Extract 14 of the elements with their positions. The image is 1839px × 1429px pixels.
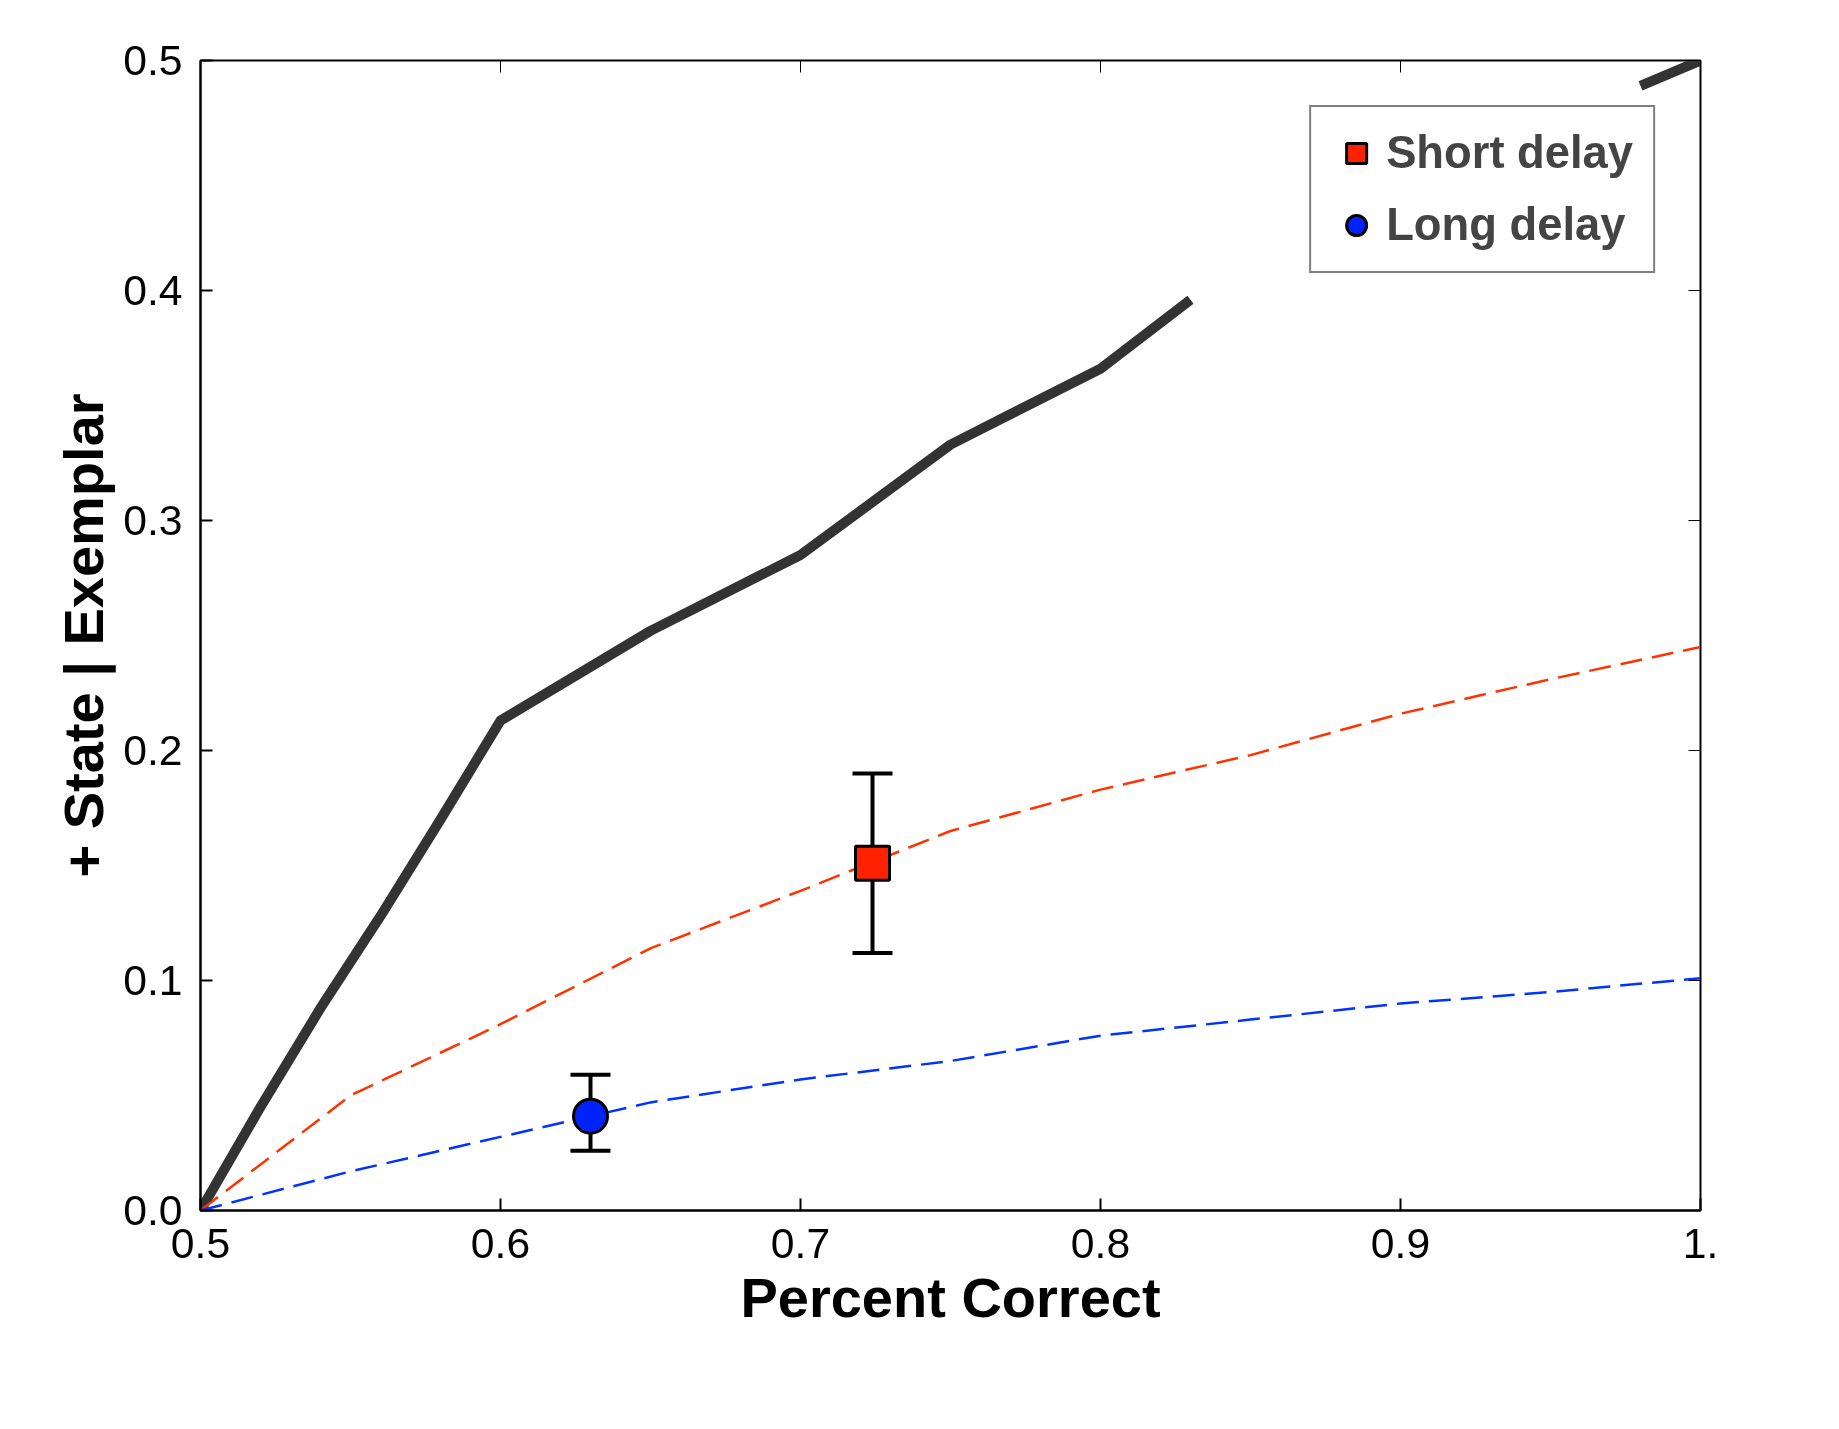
y-tick-label: 0.2 — [123, 726, 183, 774]
y-tick-label: 0.5 — [123, 36, 183, 84]
y-tick-label: 0.4 — [123, 266, 183, 314]
x-tick-label: 1. — [1682, 1218, 1719, 1267]
legend-label: Long delay — [1386, 199, 1626, 251]
x-tick-label: 0.7 — [770, 1218, 831, 1267]
y-tick-label: 0.1 — [123, 956, 183, 1004]
x-tick-label: 0.9 — [1370, 1218, 1431, 1267]
x-tick-label: 0.8 — [1070, 1218, 1131, 1267]
x-tick-label: 0.6 — [470, 1218, 531, 1267]
x-axis-title: Percent Correct — [740, 1265, 1161, 1329]
y-tick-label: 0.3 — [123, 496, 183, 544]
y-axis-title: + State | Exemplar — [52, 393, 117, 878]
legend-label: Short delay — [1386, 127, 1633, 179]
